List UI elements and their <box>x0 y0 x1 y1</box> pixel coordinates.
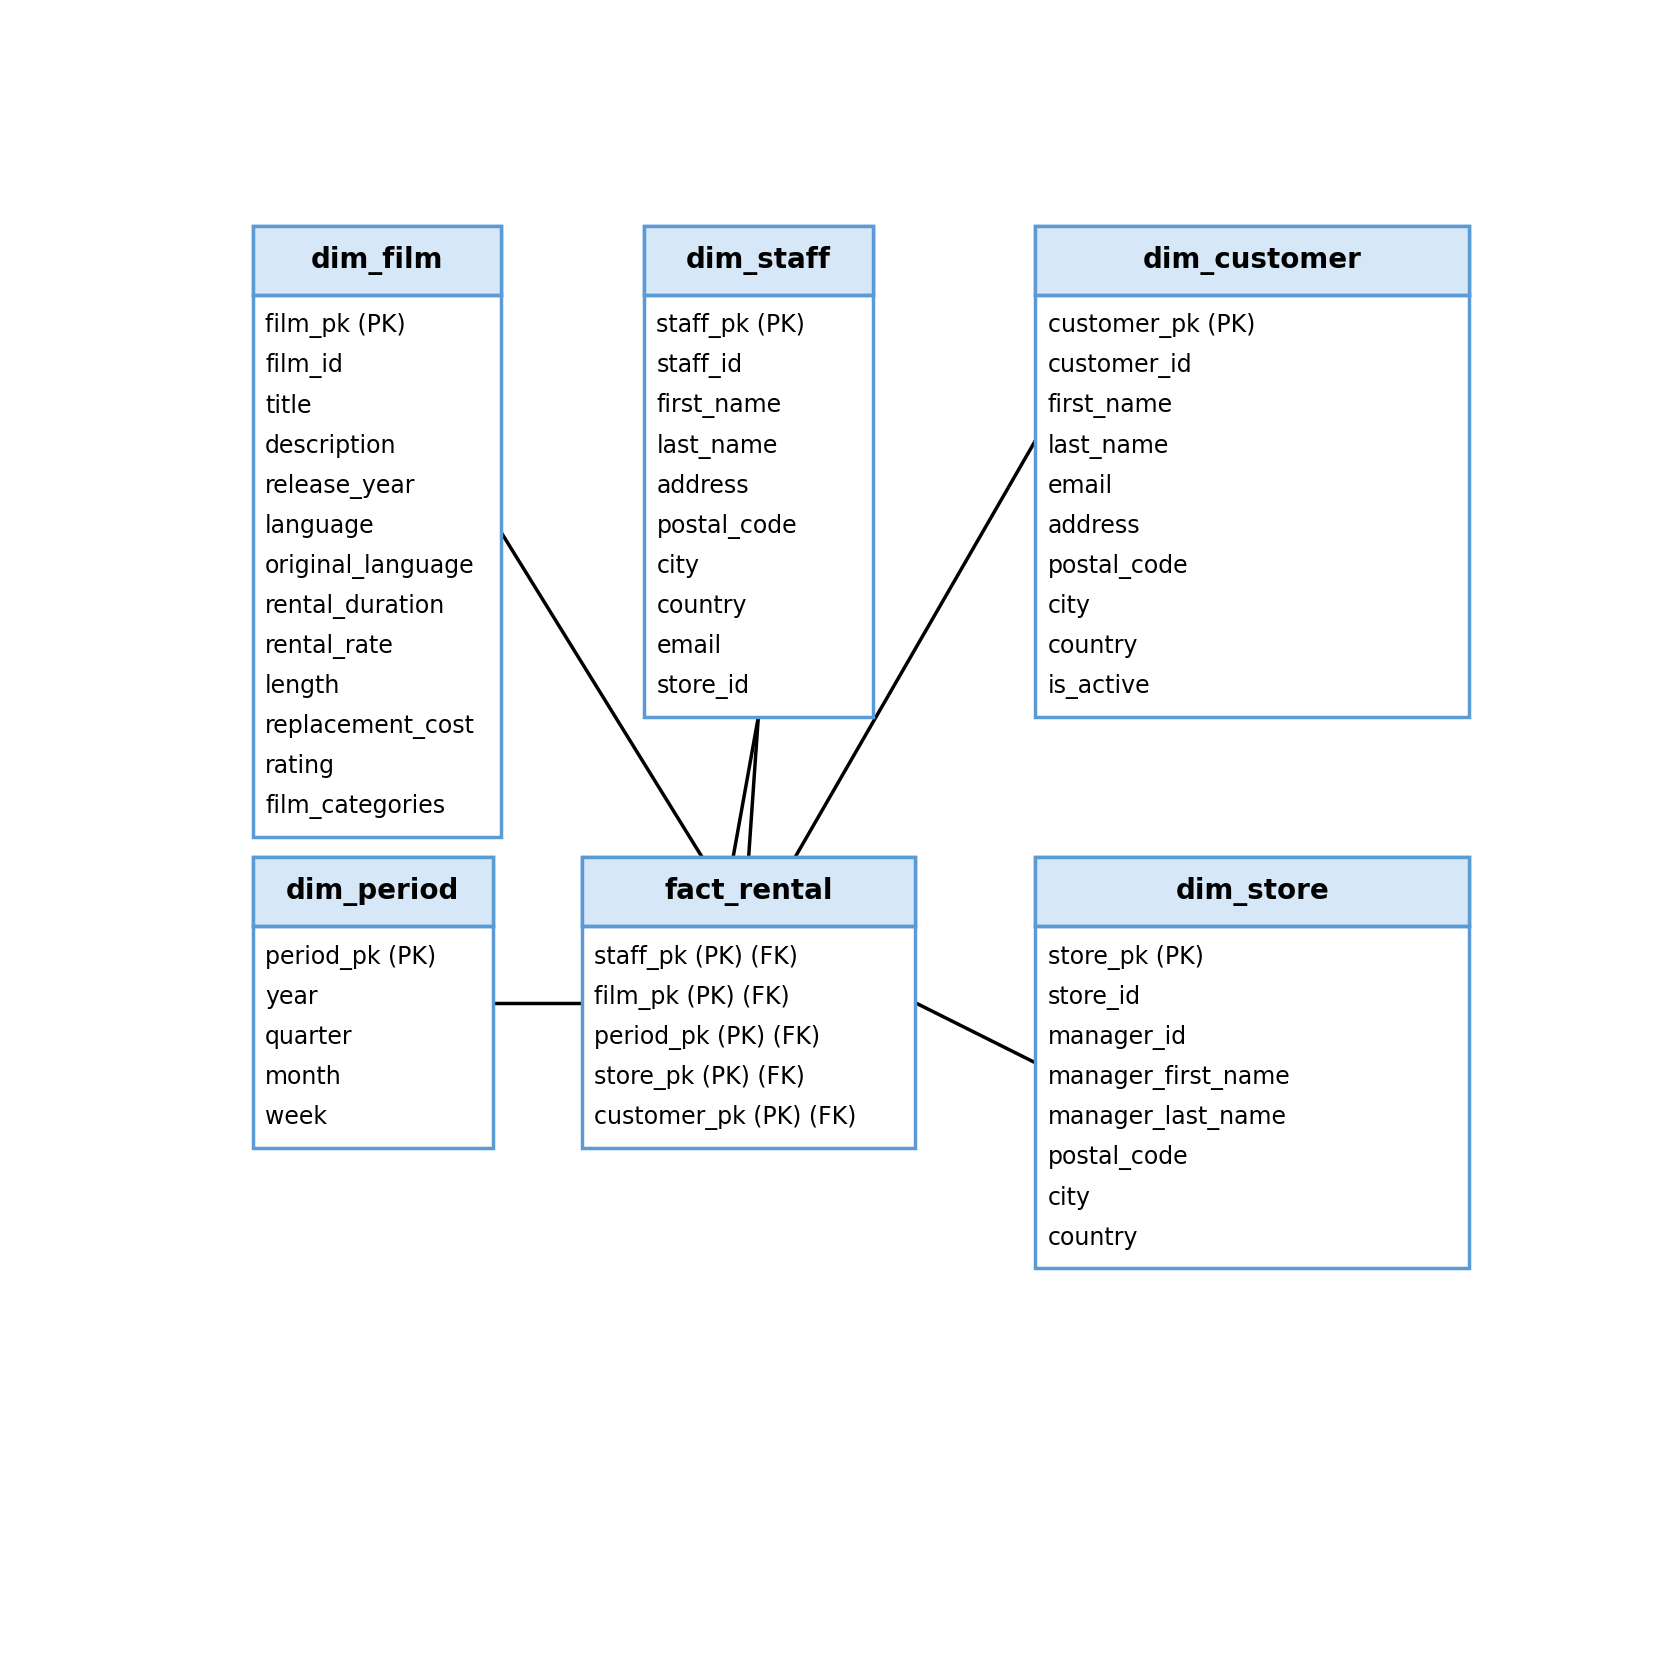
Bar <box>252 857 492 926</box>
Bar <box>252 857 492 1148</box>
Text: film_pk (PK): film_pk (PK) <box>265 313 405 338</box>
Text: store_pk (PK): store_pk (PK) <box>1048 944 1203 969</box>
Bar <box>1035 857 1470 1268</box>
Bar <box>581 857 916 926</box>
Text: replacement_cost: replacement_cost <box>265 714 475 739</box>
Text: city: city <box>1048 595 1090 618</box>
Bar <box>1035 857 1470 926</box>
Bar <box>1035 225 1470 717</box>
Text: rating: rating <box>265 754 334 779</box>
Text: customer_id: customer_id <box>1048 353 1193 378</box>
Text: address: address <box>1048 514 1141 539</box>
Text: dim_film: dim_film <box>311 245 444 275</box>
Text: country: country <box>1048 1226 1139 1249</box>
Text: dim_staff: dim_staff <box>685 245 832 275</box>
Text: dim_period: dim_period <box>286 877 459 906</box>
Text: staff_pk (PK): staff_pk (PK) <box>657 313 805 338</box>
Text: manager_id: manager_id <box>1048 1026 1186 1051</box>
Bar <box>643 225 872 717</box>
Text: city: city <box>1048 1185 1090 1210</box>
Text: first_name: first_name <box>657 393 781 419</box>
Bar <box>1035 225 1470 295</box>
Text: postal_code: postal_code <box>1048 553 1188 578</box>
Bar <box>252 225 501 295</box>
Text: dim_store: dim_store <box>1176 877 1329 906</box>
Text: city: city <box>657 553 699 578</box>
Bar <box>581 857 916 1148</box>
Text: year: year <box>265 986 318 1009</box>
Bar <box>252 225 501 837</box>
Text: period_pk (PK): period_pk (PK) <box>265 944 437 969</box>
Text: postal_code: postal_code <box>1048 1145 1188 1170</box>
Text: is_active: is_active <box>1048 674 1151 699</box>
Text: film_pk (PK) (FK): film_pk (PK) (FK) <box>595 984 790 1009</box>
Text: month: month <box>265 1065 341 1089</box>
Text: manager_first_name: manager_first_name <box>1048 1065 1290 1090</box>
Bar <box>643 225 872 295</box>
Text: description: description <box>265 434 396 457</box>
Text: dim_customer: dim_customer <box>1142 245 1362 275</box>
Text: postal_code: postal_code <box>657 514 796 539</box>
Text: release_year: release_year <box>265 474 415 499</box>
Text: length: length <box>265 674 341 698</box>
Text: film_id: film_id <box>265 353 343 378</box>
Bar <box>1035 225 1470 295</box>
Text: store_id: store_id <box>1048 984 1141 1009</box>
Text: customer_pk (PK): customer_pk (PK) <box>1048 313 1255 338</box>
Text: week: week <box>265 1105 328 1130</box>
Text: country: country <box>1048 635 1139 658</box>
Bar <box>252 857 492 926</box>
Text: country: country <box>657 595 748 618</box>
Text: manager_last_name: manager_last_name <box>1048 1105 1287 1130</box>
Text: staff_pk (PK) (FK): staff_pk (PK) (FK) <box>595 944 798 969</box>
Text: period_pk (PK) (FK): period_pk (PK) (FK) <box>595 1026 820 1051</box>
Text: staff_id: staff_id <box>657 353 743 378</box>
Text: last_name: last_name <box>1048 434 1169 459</box>
Text: customer_pk (PK) (FK): customer_pk (PK) (FK) <box>595 1105 857 1130</box>
Text: film_categories: film_categories <box>265 794 445 819</box>
Text: original_language: original_language <box>265 553 475 578</box>
Text: title: title <box>265 394 311 418</box>
Text: rental_duration: rental_duration <box>265 593 445 618</box>
Text: first_name: first_name <box>1048 393 1173 419</box>
Text: email: email <box>1048 474 1112 499</box>
Bar <box>581 857 916 926</box>
Text: email: email <box>657 635 721 658</box>
Text: store_pk (PK) (FK): store_pk (PK) (FK) <box>595 1065 805 1090</box>
Text: address: address <box>657 474 749 499</box>
Text: rental_rate: rental_rate <box>265 633 393 659</box>
Bar <box>252 225 501 295</box>
Text: last_name: last_name <box>657 434 778 459</box>
Bar <box>643 225 872 295</box>
Text: fact_rental: fact_rental <box>664 877 833 906</box>
Text: language: language <box>265 514 375 539</box>
Text: store_id: store_id <box>657 674 749 699</box>
Bar <box>1035 857 1470 926</box>
Text: quarter: quarter <box>265 1026 353 1049</box>
